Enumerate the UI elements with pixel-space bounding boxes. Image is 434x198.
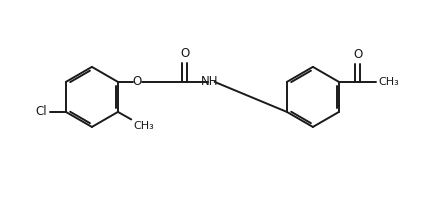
Text: CH₃: CH₃	[378, 77, 399, 87]
Text: CH₃: CH₃	[133, 121, 154, 131]
Text: NH: NH	[201, 75, 218, 88]
Text: O: O	[132, 75, 141, 88]
Text: O: O	[180, 47, 189, 60]
Text: O: O	[353, 48, 362, 61]
Text: Cl: Cl	[35, 105, 47, 118]
